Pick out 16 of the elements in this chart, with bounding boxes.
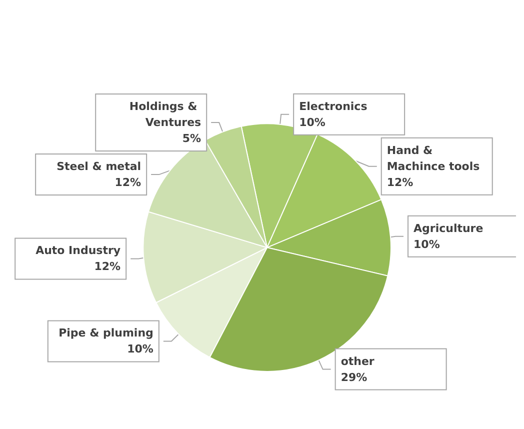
slice-label: Pipe & pluming xyxy=(58,326,154,340)
slice-label: other xyxy=(340,354,375,368)
slice-label: Auto Industry xyxy=(36,244,121,258)
slice-label: Steel & metal xyxy=(56,160,142,174)
slice-label: Holdings & Ventures xyxy=(129,100,202,130)
data-label: 10% xyxy=(414,238,440,251)
slice-label: Electronics xyxy=(299,100,368,113)
data-label: 10% xyxy=(127,342,154,356)
data-label: 12% xyxy=(114,176,142,190)
data-label: 10% xyxy=(299,116,326,129)
slice-label: Agriculture xyxy=(414,222,484,235)
data-label: 5% xyxy=(182,132,202,146)
data-label: 12% xyxy=(386,176,414,189)
data-label: 12% xyxy=(94,260,121,274)
slice-label: Hand & Machince tools xyxy=(386,144,480,173)
data-label: 29% xyxy=(340,370,368,384)
